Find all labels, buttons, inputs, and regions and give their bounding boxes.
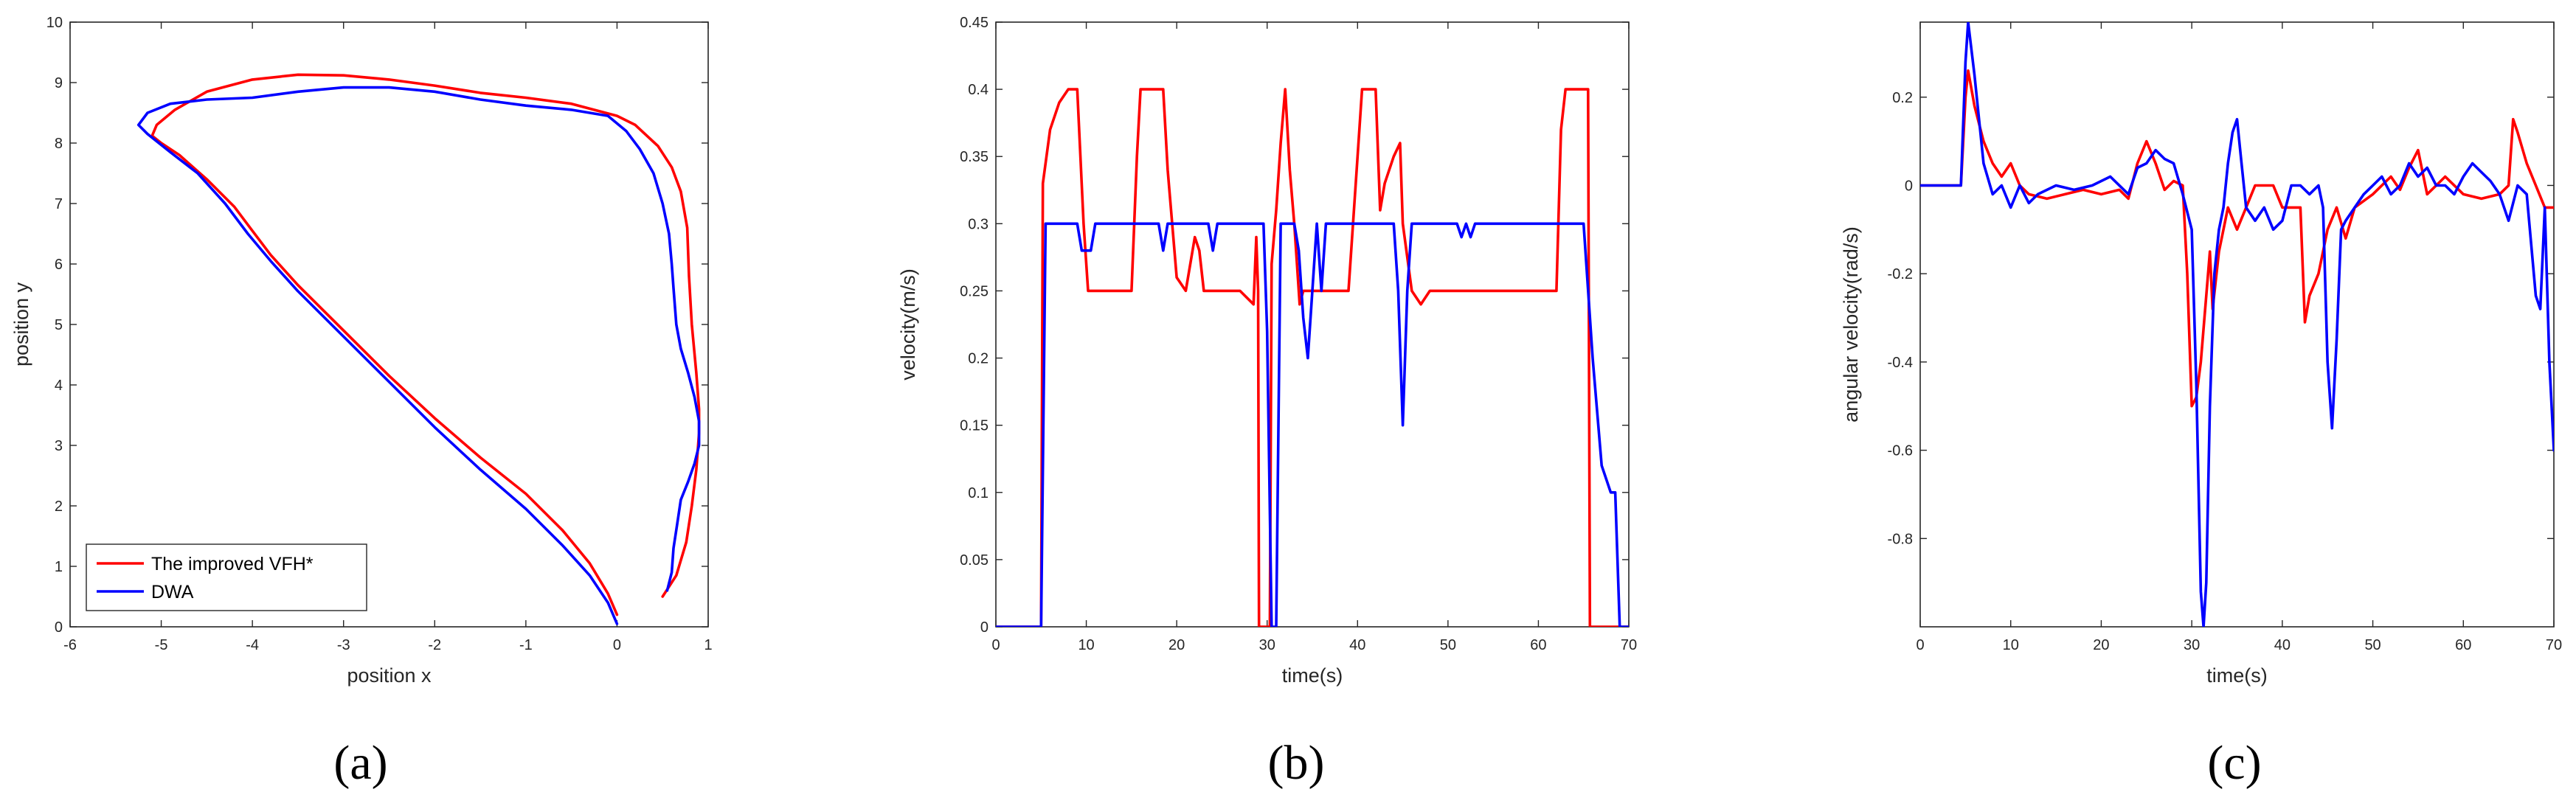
panel-c-chart: 0 10 20 30 40 50 60 70 -0.8 -0.6 -0.4 -0.2 0 0.2 time(…	[1840, 21, 2562, 687]
x-tick-label: 40	[2274, 637, 2291, 653]
series-group	[996, 88, 1629, 627]
x-tick-label: 30	[2184, 637, 2200, 653]
y-tick-label: 10	[46, 15, 63, 31]
x-tick-label: 20	[2093, 637, 2109, 653]
y-axis-label: position y	[10, 282, 32, 366]
legend-label: DWA	[151, 582, 194, 602]
y-axis-label: velocity(m/s)	[897, 268, 919, 381]
x-tick-label: 10	[1078, 637, 1094, 653]
x-tick-label: 70	[2546, 637, 2562, 653]
y-tick-label: 0	[980, 619, 988, 636]
x-tick-label: 60	[2455, 637, 2471, 653]
plot-area-b	[995, 21, 1630, 628]
series-line-improved-vfh	[150, 73, 701, 616]
x-tick-label: 30	[1259, 637, 1275, 653]
plot-area-c	[1919, 21, 2555, 628]
x-tick-label: 50	[2364, 637, 2381, 653]
y-tick-label: 0.35	[960, 149, 988, 165]
x-axis-label: time(s)	[1282, 664, 1343, 687]
legend-label: The improved VFH*	[151, 554, 314, 574]
y-axis-label: angular velocity(rad/s)	[1840, 226, 1862, 423]
y-tick-label: -0.8	[1888, 531, 1913, 547]
legend: The improved VFH* DWA	[86, 543, 367, 611]
y-tick-label: -0.4	[1888, 355, 1913, 371]
x-tick-label: 0	[613, 637, 621, 653]
x-tick-label: -3	[337, 637, 350, 653]
y-tick-label: 3	[55, 438, 63, 454]
y-tick-label: 0.2	[1892, 90, 1913, 106]
y-tick-label: 6	[55, 257, 63, 273]
series-line-dwa	[996, 222, 1629, 627]
y-tick-label: 0.45	[960, 15, 988, 31]
series-line-improved-vfh	[1920, 69, 2554, 408]
series-line-improved-vfh	[996, 88, 1629, 627]
x-tick-label: -1	[519, 637, 533, 653]
y-tick-label: 5	[55, 317, 63, 333]
caption-b: (b)	[1268, 736, 1325, 790]
y-tick-label: 9	[55, 75, 63, 91]
x-tick-label: -4	[246, 637, 259, 653]
x-tick-label: -6	[63, 637, 77, 653]
x-tick-label: 50	[1440, 637, 1456, 653]
x-tick-label: 20	[1168, 637, 1185, 653]
x-axis-label: position x	[347, 664, 432, 687]
caption-c: (c)	[2207, 736, 2261, 790]
x-tick-label: 0	[1916, 637, 1924, 653]
x-tick-label: 10	[2003, 637, 2019, 653]
x-tick-label: 70	[1621, 637, 1637, 653]
x-axis-label: time(s)	[2206, 664, 2268, 687]
plot-area-a	[69, 21, 709, 628]
x-tick-label: -5	[155, 637, 168, 653]
series-group	[136, 73, 701, 625]
x-tick-label: 0	[991, 637, 1000, 653]
y-tick-label: 0.1	[968, 485, 988, 501]
y-tick-label: 2	[55, 498, 63, 515]
series-line-dwa	[136, 86, 701, 625]
y-tick-label: 0.25	[960, 283, 988, 299]
y-tick-label: -0.6	[1888, 443, 1913, 459]
y-tick-label: 0.05	[960, 552, 988, 569]
y-tick-label: 0	[1905, 178, 1913, 194]
series-group	[1920, 22, 2554, 627]
series-line-dwa	[1920, 22, 2554, 627]
y-tick-label: 0.2	[968, 351, 988, 367]
y-tick-label: -0.2	[1888, 266, 1913, 282]
x-tick-label: 40	[1349, 637, 1365, 653]
panel-b-chart: 0 10 20 30 40 50 60 70 0 0.05 0.1 0.15 0.2 0.25 0.3 0.3…	[897, 15, 1637, 687]
x-tick-label: 60	[1530, 637, 1546, 653]
x-tick-label: -2	[428, 637, 441, 653]
legend-box	[86, 543, 367, 611]
y-tick-label: 0.4	[968, 82, 988, 98]
y-tick-label: 4	[55, 378, 63, 394]
y-tick-label: 0.15	[960, 418, 988, 434]
y-tick-label: 8	[55, 136, 63, 152]
y-tick-label: 1	[55, 559, 63, 575]
x-tick-label: 1	[704, 637, 712, 653]
y-tick-label: 0	[55, 619, 63, 636]
caption-a: (a)	[333, 736, 387, 790]
y-tick-label: 7	[55, 196, 63, 212]
y-tick-label: 0.3	[968, 216, 988, 232]
